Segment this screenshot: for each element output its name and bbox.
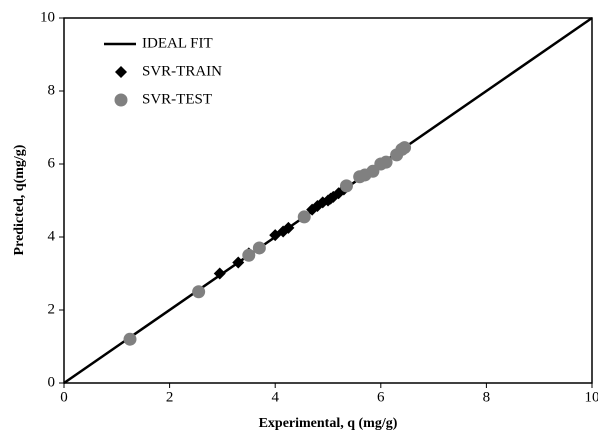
point [282, 221, 295, 234]
legend-label: SVR-TRAIN [142, 63, 222, 79]
x-tick-label: 0 [60, 389, 68, 405]
y-tick-label: 8 [48, 82, 56, 98]
point [297, 210, 311, 224]
point [398, 141, 412, 155]
x-tick-label: 8 [483, 389, 491, 405]
y-tick-label: 10 [40, 9, 55, 25]
plot-frame [63, 17, 593, 384]
y-axis-title: Predicted, q(mg/g) [12, 144, 27, 255]
y-tick-label: 6 [48, 155, 56, 171]
legend-label: SVR-TEST [142, 91, 212, 107]
legend-label: IDEAL FIT [142, 35, 213, 51]
y-tick-label: 0 [48, 374, 56, 390]
point [242, 248, 256, 262]
legend-swatch [115, 66, 127, 78]
x-tick-label: 6 [377, 389, 385, 405]
point [339, 179, 353, 193]
point [192, 285, 206, 299]
point [379, 155, 393, 169]
x-tick-label: 4 [271, 389, 279, 405]
x-axis-title: Experimental, q (mg/g) [259, 416, 398, 431]
point [123, 332, 137, 346]
y-tick-label: 4 [48, 228, 56, 244]
point [252, 241, 266, 255]
x-tick-label: 2 [166, 389, 174, 405]
point [213, 267, 226, 280]
x-tick-label: 10 [585, 389, 598, 405]
point [232, 256, 245, 269]
legend-swatch [114, 93, 128, 107]
y-tick-label: 2 [48, 301, 56, 317]
